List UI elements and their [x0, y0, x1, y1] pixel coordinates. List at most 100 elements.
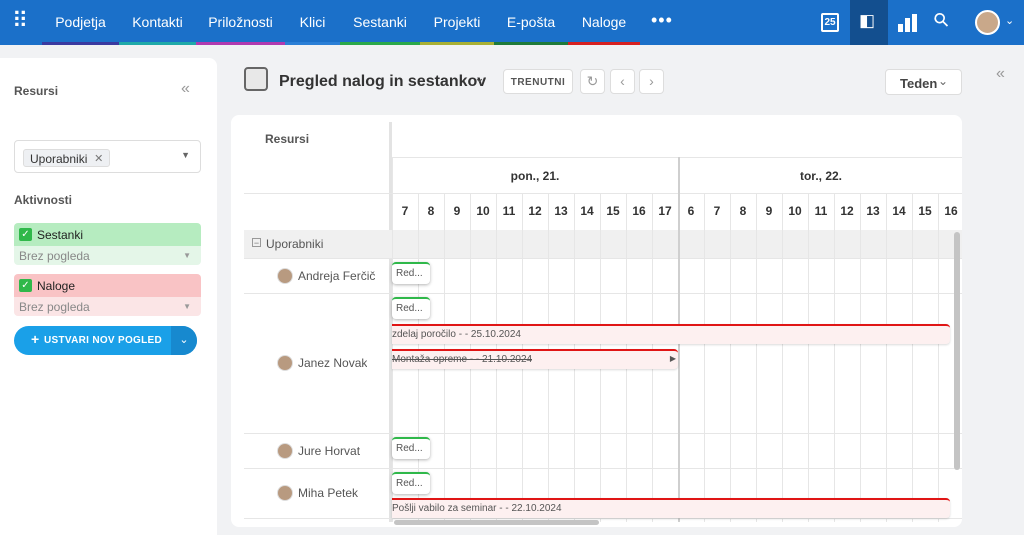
nav-item[interactable]: Naloge — [568, 0, 640, 45]
apps-icon[interactable]: ⠿ — [12, 8, 29, 33]
nav-item[interactable]: Podjetja — [42, 0, 119, 45]
meeting-event[interactable]: Red... — [392, 262, 430, 284]
user-avatar — [277, 267, 293, 284]
module-icon[interactable]: ◧ — [859, 11, 876, 30]
collapse-icon[interactable]: « — [181, 80, 190, 97]
row-line — [392, 157, 962, 158]
sidebar-title: Resursi — [14, 84, 59, 98]
hour-label: 17 — [658, 204, 672, 218]
create-view-dropdown[interactable]: ⌄ — [171, 326, 197, 355]
prev-button[interactable]: ‹ — [610, 69, 635, 94]
meeting-event[interactable]: Red... — [392, 437, 430, 459]
hour-line — [808, 193, 809, 522]
view-caret[interactable]: ▼ — [183, 251, 191, 260]
nav-item[interactable]: E-pošta — [494, 0, 568, 45]
view-select[interactable]: Teden ⌄ — [885, 69, 962, 95]
select-caret[interactable]: ▼ — [181, 150, 190, 160]
nav-label[interactable]: Priložnosti — [208, 14, 273, 30]
meeting-event[interactable]: Red... — [392, 297, 430, 319]
task-label[interactable]: Pošlji vabilo za seminar - - 22.10.2024 — [392, 503, 562, 514]
task-event[interactable]: zdelaj poročilo - - 25.10.2024 — [392, 324, 950, 344]
hour-label: 14 — [580, 204, 594, 218]
more-icon[interactable]: ••• — [651, 10, 673, 30]
current-button[interactable]: TRENUTNI — [503, 69, 573, 94]
hour-line — [704, 193, 705, 522]
activity-checkbox[interactable]: ✓ — [19, 279, 32, 292]
row-line — [244, 293, 962, 294]
activity-view-label[interactable]: Brez pogleda — [19, 300, 90, 314]
activity-view[interactable]: Brez pogleda ▼ — [14, 297, 201, 316]
group-toggle[interactable]: − — [252, 238, 261, 248]
row-line — [244, 258, 962, 259]
nav-label[interactable]: Kontakti — [132, 14, 183, 30]
meeting-label[interactable]: Red... — [396, 443, 423, 454]
activity-view[interactable]: Brez pogleda ▼ — [14, 246, 201, 265]
active-module[interactable] — [850, 0, 888, 45]
task-event[interactable]: Montaža opreme - - 21.10.2024 ▶ — [392, 349, 678, 369]
hour-label: 13 — [866, 204, 880, 218]
plus-icon[interactable]: + — [31, 331, 40, 347]
hour-label: 15 — [606, 204, 620, 218]
resources-header: Resursi — [265, 132, 310, 146]
view-select-caret[interactable]: ⌄ — [938, 74, 949, 88]
nav-label[interactable]: Projekti — [433, 14, 481, 30]
hour-label: 16 — [944, 204, 958, 218]
meeting-label[interactable]: Red... — [396, 268, 423, 279]
tag-x[interactable]: ✕ — [94, 153, 104, 165]
nav-item[interactable]: Projekti — [420, 0, 494, 45]
meeting-label[interactable]: Red... — [396, 478, 423, 489]
create-view-button[interactable]: USTVARI NOV POGLED + ⌄ — [14, 326, 197, 355]
calendar-day[interactable]: 25 — [824, 17, 836, 28]
next-button[interactable]: › — [639, 69, 664, 94]
activity[interactable]: ✓ Sestanki — [14, 223, 201, 246]
calendar-icon[interactable]: 25 — [821, 13, 839, 32]
activity-label[interactable]: Sestanki — [37, 228, 84, 242]
refresh-button[interactable]: ↻ — [580, 69, 605, 94]
task-label[interactable]: zdelaj poročilo - - 25.10.2024 — [392, 329, 521, 340]
hour-label: 8 — [427, 204, 435, 218]
bar-glyph — [898, 24, 903, 32]
hour-label: 10 — [476, 204, 490, 218]
hour-line — [756, 193, 757, 522]
row-line — [244, 433, 962, 434]
nav-item[interactable]: Klici — [285, 0, 340, 45]
resource-column-border — [389, 122, 392, 522]
avatar[interactable] — [975, 10, 1000, 35]
nav-label[interactable]: Naloge — [581, 14, 627, 30]
nav-item[interactable]: Kontakti — [119, 0, 196, 45]
nav-label[interactable]: Podjetja — [55, 14, 106, 30]
activity[interactable]: ✓ Naloge — [14, 274, 201, 297]
create-view-label[interactable]: USTVARI NOV POGLED — [44, 335, 163, 346]
hour-label: 12 — [840, 204, 854, 218]
activity-checkbox[interactable]: ✓ — [19, 228, 32, 241]
vertical-scrollbar[interactable] — [954, 232, 960, 470]
nav-label[interactable]: Sestanki — [353, 14, 407, 30]
avatar-caret[interactable]: ⌄ — [1005, 15, 1015, 27]
task-arrow[interactable]: ▶ — [669, 354, 676, 363]
nav-item[interactable]: Sestanki — [340, 0, 420, 45]
tag-label: Uporabniki — [30, 152, 88, 166]
activity-view-label[interactable]: Brez pogleda — [19, 249, 90, 263]
reports-icon[interactable] — [898, 14, 918, 32]
view-caret[interactable]: ▼ — [183, 302, 191, 311]
nav-item[interactable]: Priložnosti — [196, 0, 285, 45]
resource-select[interactable]: Uporabniki ✕ ▼ — [14, 140, 201, 173]
horizontal-scrollbar[interactable] — [394, 520, 599, 525]
title-caret[interactable]: ⌄ — [474, 70, 485, 85]
activity-label[interactable]: Naloge — [37, 279, 76, 293]
nav-label[interactable]: E-pošta — [506, 14, 556, 30]
day-label: tor., 22. — [799, 169, 843, 183]
task-event[interactable]: Pošlji vabilo za seminar - - 22.10.2024 — [392, 498, 950, 518]
sidebar-subtitle: Aktivnosti — [14, 193, 73, 207]
view-select-label[interactable]: Teden — [900, 76, 938, 91]
row-line — [244, 518, 962, 519]
meeting-label[interactable]: Red... — [396, 303, 423, 314]
nav-label[interactable]: Klici — [299, 14, 326, 30]
task-label[interactable]: Montaža opreme - - 21.10.2024 — [392, 354, 533, 365]
right-collapse-icon[interactable]: « — [996, 65, 1005, 82]
current-label[interactable]: TRENUTNI — [510, 77, 566, 88]
hour-label: 6 — [687, 204, 695, 218]
hour-line — [730, 193, 731, 522]
meeting-event[interactable]: Red... — [392, 472, 430, 494]
